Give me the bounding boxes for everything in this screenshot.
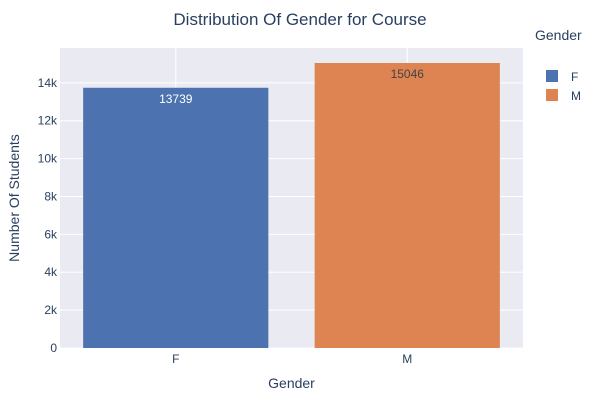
chart-title: Distribution Of Gender for Course xyxy=(173,10,426,29)
y-tick-label: 12k xyxy=(38,114,58,128)
y-tick-label: 10k xyxy=(38,152,58,166)
x-tick-label: M xyxy=(402,352,412,366)
bar-data-label: 13739 xyxy=(159,92,193,106)
y-tick-label: 2k xyxy=(44,303,58,317)
y-tick-label: 14k xyxy=(38,76,58,90)
y-axis-ticks: 0 2k 4k 6k 8k 10k 12k 14k xyxy=(38,76,58,355)
y-axis-label: Number Of Students xyxy=(6,134,22,262)
legend-label[interactable]: M xyxy=(571,89,581,103)
legend-swatch-f[interactable] xyxy=(546,70,558,82)
legend-label[interactable]: F xyxy=(571,70,578,84)
bar-data-label: 15046 xyxy=(391,67,425,81)
y-tick-label: 4k xyxy=(44,265,58,279)
bar-f[interactable] xyxy=(83,87,269,349)
legend-title: Gender xyxy=(535,27,582,43)
bar-m[interactable] xyxy=(314,63,500,349)
bars: 13739 15046 xyxy=(83,63,500,349)
legend: Gender FM xyxy=(535,27,582,103)
y-tick-label: 0 xyxy=(50,341,57,355)
y-tick-label: 6k xyxy=(44,227,58,241)
x-axis-label: Gender xyxy=(268,375,315,391)
legend-swatch-m[interactable] xyxy=(546,89,558,101)
y-tick-label: 8k xyxy=(44,189,58,203)
x-tick-label: F xyxy=(172,352,179,366)
